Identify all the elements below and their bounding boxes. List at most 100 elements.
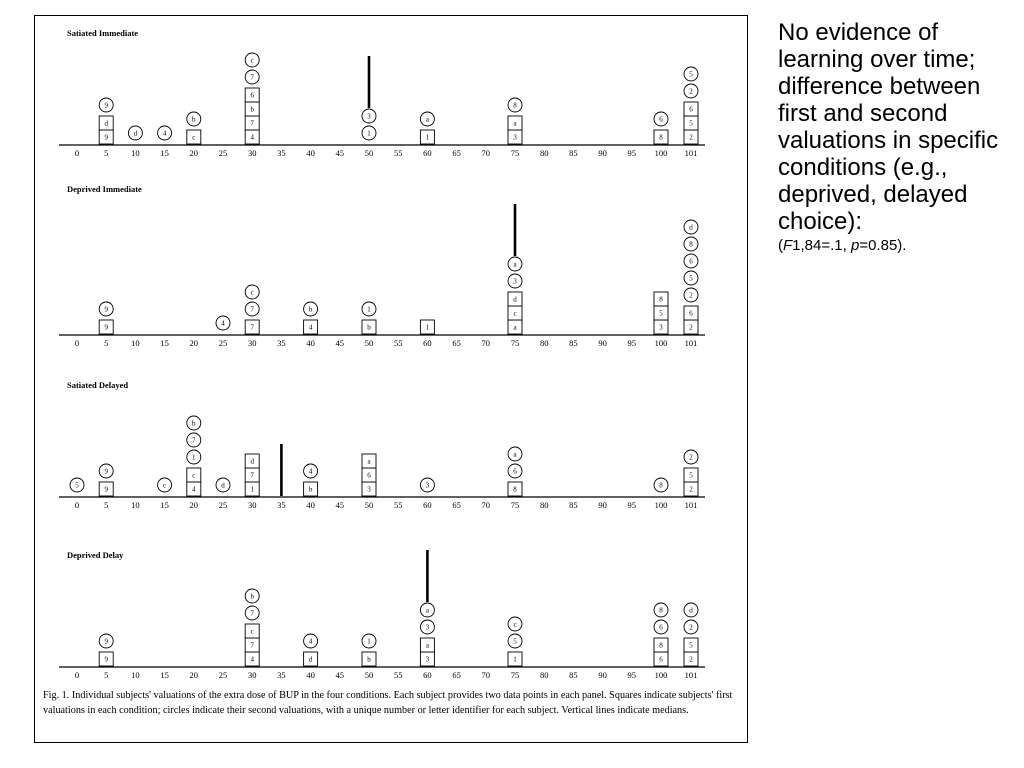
square-label: 7 xyxy=(250,324,254,332)
stat-f-symbol: F xyxy=(783,237,793,254)
x-tick-label: 100 xyxy=(655,670,668,680)
circle-label: d xyxy=(689,607,693,615)
second-valuation-circle xyxy=(683,83,699,99)
first-valuation-square xyxy=(419,319,435,335)
first-valuation-square xyxy=(419,129,435,145)
circle-label: 1 xyxy=(367,306,371,314)
circle-label: c xyxy=(251,57,254,65)
circle-label: c xyxy=(251,289,254,297)
x-tick-label: 90 xyxy=(598,670,607,680)
square-label: 4 xyxy=(192,486,196,494)
second-valuation-circle xyxy=(419,111,435,127)
first-valuation-square xyxy=(186,129,202,145)
x-tick-label: 75 xyxy=(511,500,520,510)
second-valuation-circle xyxy=(157,477,173,493)
second-valuation-circle xyxy=(244,52,260,68)
second-valuation-circle xyxy=(507,616,523,632)
second-valuation-circle xyxy=(507,256,523,272)
square-label: 9 xyxy=(104,656,108,664)
second-valuation-circle xyxy=(215,477,231,493)
circle-label: 3 xyxy=(367,113,371,121)
circle-label: 4 xyxy=(221,320,225,328)
x-tick-label: 95 xyxy=(628,500,637,510)
first-valuation-square xyxy=(653,637,669,653)
square-label: 8 xyxy=(513,486,517,494)
x-tick-label: 20 xyxy=(190,338,199,348)
square-label: d xyxy=(309,656,313,664)
circle-label: 2 xyxy=(689,88,693,96)
x-tick-label: 5 xyxy=(104,500,108,510)
circle-label: 8 xyxy=(659,607,663,615)
x-tick-label: 80 xyxy=(540,338,549,348)
x-tick-label: 30 xyxy=(248,148,257,158)
square-label: b xyxy=(367,324,371,332)
circle-label: 7 xyxy=(250,74,254,82)
second-valuation-circle xyxy=(186,415,202,431)
x-tick-label: 0 xyxy=(75,670,79,680)
x-tick-label: 55 xyxy=(394,338,403,348)
circle-label: 3 xyxy=(426,624,430,632)
second-valuation-circle xyxy=(419,602,435,618)
first-valuation-square xyxy=(98,319,114,335)
x-tick-label: 45 xyxy=(336,338,345,348)
square-label: 1 xyxy=(426,324,430,332)
square-label: 4 xyxy=(309,324,313,332)
square-label: 6 xyxy=(689,106,693,114)
x-tick-label: 80 xyxy=(540,148,549,158)
square-label: 5 xyxy=(659,310,663,318)
square-label: 9 xyxy=(104,134,108,142)
panel-title: Satiated Immediate xyxy=(67,28,138,38)
square-label: 1 xyxy=(250,486,254,494)
circle-label: 5 xyxy=(689,275,693,283)
second-valuation-circle xyxy=(653,619,669,635)
x-tick-label: 80 xyxy=(540,500,549,510)
x-tick-label: 95 xyxy=(628,148,637,158)
square-label: 7 xyxy=(250,472,254,480)
circle-label: 2 xyxy=(689,624,693,632)
square-label: 3 xyxy=(426,656,430,664)
x-tick-label: 65 xyxy=(452,148,461,158)
x-tick-label: 30 xyxy=(248,338,257,348)
x-tick-label: 85 xyxy=(569,148,578,158)
x-tick-label: 0 xyxy=(75,338,79,348)
second-valuation-circle xyxy=(507,97,523,113)
circle-label: a xyxy=(513,451,517,459)
second-valuation-circle xyxy=(653,602,669,618)
x-tick-label: 65 xyxy=(452,500,461,510)
circle-label: a xyxy=(513,261,517,269)
second-valuation-circle xyxy=(683,619,699,635)
square-label: 1 xyxy=(426,134,430,142)
second-valuation-circle xyxy=(244,588,260,604)
x-tick-label: 60 xyxy=(423,338,432,348)
circle-label: 2 xyxy=(689,454,693,462)
first-valuation-square xyxy=(683,467,699,483)
circle-label: b xyxy=(309,306,313,314)
x-tick-label: 50 xyxy=(365,670,374,680)
first-valuation-square xyxy=(303,481,319,497)
x-tick-label: 100 xyxy=(655,148,668,158)
square-label: a xyxy=(513,324,517,332)
square-label: 5 xyxy=(689,120,693,128)
second-valuation-circle xyxy=(244,605,260,621)
square-label: b xyxy=(367,656,371,664)
x-tick-label: 95 xyxy=(628,338,637,348)
x-tick-label: 100 xyxy=(655,500,668,510)
x-tick-label: 90 xyxy=(598,338,607,348)
second-valuation-circle xyxy=(98,633,114,649)
x-tick-label: 0 xyxy=(75,500,79,510)
second-valuation-circle xyxy=(361,125,377,141)
x-tick-label: 85 xyxy=(569,500,578,510)
x-tick-label: 90 xyxy=(598,500,607,510)
x-tick-label: 101 xyxy=(685,500,698,510)
x-tick-label: 35 xyxy=(277,148,286,158)
square-label: d xyxy=(250,458,254,466)
first-valuation-square xyxy=(244,319,260,335)
x-tick-label: 30 xyxy=(248,500,257,510)
x-tick-label: 65 xyxy=(452,338,461,348)
first-valuation-square xyxy=(507,291,523,307)
square-label: 7 xyxy=(250,642,254,650)
square-label: 9 xyxy=(104,486,108,494)
first-valuation-square xyxy=(244,623,260,639)
